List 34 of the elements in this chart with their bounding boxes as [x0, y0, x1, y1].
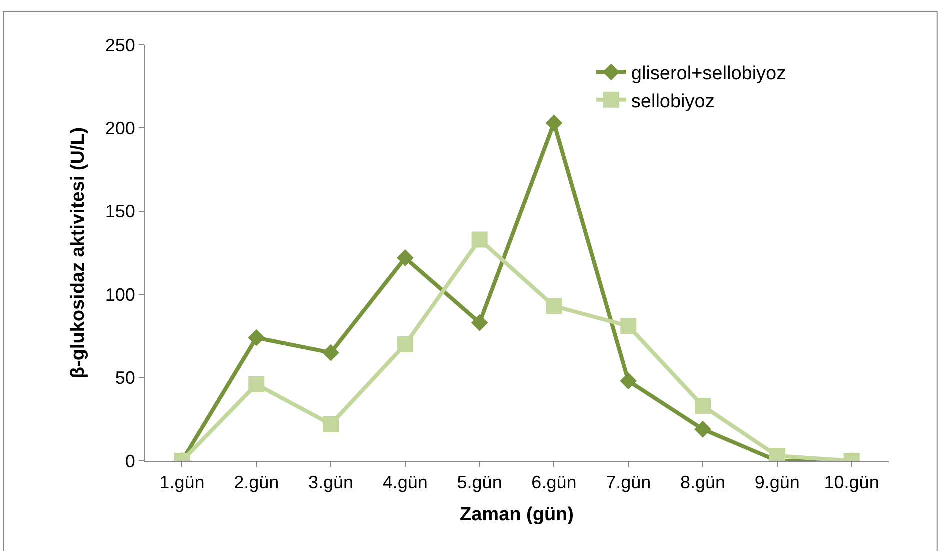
legend-label: gliserol+sellobiyoz	[631, 64, 786, 85]
point	[620, 318, 637, 334]
x-tick-label: 10.gün	[824, 472, 880, 493]
y-tick-label: 50	[115, 368, 136, 388]
point	[546, 114, 563, 132]
point	[695, 398, 711, 414]
x-tick-label: 2.gün	[234, 472, 280, 493]
x-tick-label: 3.gün	[308, 472, 354, 493]
y-axis-title: β-glukosidaz aktivitesi (U/L)	[68, 127, 90, 379]
x-tick-label: 4.gün	[382, 472, 428, 493]
point	[248, 329, 266, 346]
point	[472, 232, 488, 248]
point	[323, 416, 339, 432]
x-tick-label: 7.gün	[606, 472, 652, 493]
point	[471, 314, 488, 332]
x-tick-label: 9.gün	[754, 472, 800, 493]
point	[248, 376, 265, 392]
y-tick-label: 200	[105, 118, 136, 138]
point	[694, 420, 712, 438]
y-tick-label: 0	[125, 451, 136, 472]
y-tick-label: 250	[105, 35, 136, 56]
point	[396, 250, 414, 266]
x-tick-label: 5.gün	[457, 472, 502, 493]
point	[397, 336, 414, 353]
x-tick-label: 6.gün	[532, 472, 577, 493]
point	[620, 372, 638, 390]
x-tick-label: 8.gün	[680, 472, 726, 493]
legend-label: sellobiyoz	[631, 91, 715, 112]
x-axis-title: Zaman (gün)	[460, 504, 574, 526]
x-tick-label: 1.gün	[160, 472, 205, 493]
point	[546, 298, 562, 314]
y-tick-label: 150	[105, 202, 136, 222]
y-tick-label: 100	[105, 284, 136, 305]
point	[322, 344, 340, 362]
